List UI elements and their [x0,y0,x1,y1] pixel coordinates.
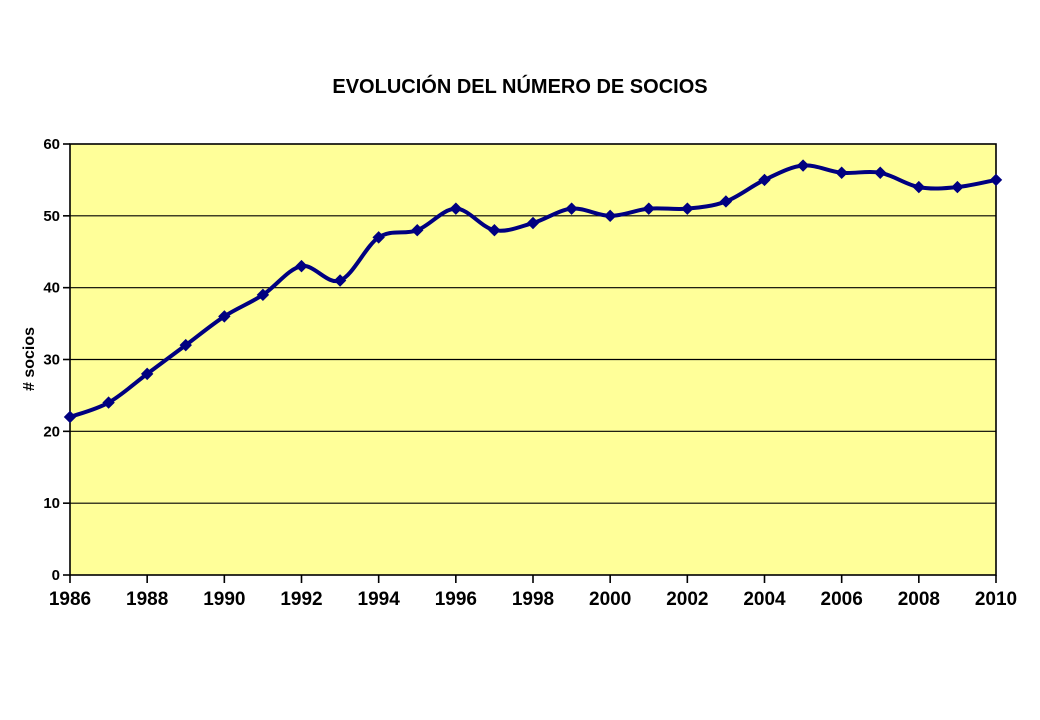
x-tick-label: 2000 [589,589,631,610]
data-point-marker [102,396,115,409]
y-tick-label: 20 [43,423,60,440]
x-tick-label: 1988 [126,589,168,610]
y-tick-label: 0 [52,567,60,584]
x-tick-label: 2008 [898,589,940,610]
y-axis-title: # socios [21,326,38,392]
data-point-marker [874,166,887,179]
x-tick-label: 2010 [975,589,1017,610]
data-point-marker [989,173,1003,187]
data-point-marker [63,410,77,424]
data-point-marker [603,209,617,223]
data-point-marker [372,231,385,244]
x-tick-label: 2002 [666,589,708,610]
x-tick-label: 1986 [49,589,91,610]
data-point-marker [642,202,655,215]
data-point-marker [411,223,424,237]
data-point-marker [912,180,926,194]
data-point-marker [218,310,231,323]
data-point-marker [179,338,192,352]
x-tick-label: 2006 [821,589,863,610]
data-point-marker [951,180,964,194]
data-point-marker [526,216,540,230]
data-point-marker [488,223,501,237]
chart-title: EVOLUCIÓN DEL NÚMERO DE SOCIOS [332,76,708,98]
y-tick-label: 30 [43,352,60,369]
data-point-marker [835,166,848,179]
data-point-marker [449,202,463,215]
data-point-marker [681,202,694,215]
data-point-marker [256,288,270,302]
data-point-marker [295,259,308,273]
x-tick-label: 1992 [280,589,322,610]
data-point-marker [565,202,578,215]
x-tick-label: 1996 [435,589,477,610]
data-point-marker [758,173,771,187]
y-tick-label: 10 [43,495,60,512]
data-point-marker [719,195,733,208]
y-tick-label: 50 [43,208,60,225]
data-point-marker [796,159,810,172]
x-tick-label: 1994 [358,589,401,610]
data-point-marker [140,367,154,381]
x-tick-label: 2004 [743,589,786,610]
data-point-marker [333,274,347,287]
y-tick-label: 40 [43,280,60,297]
y-tick-label: 60 [43,136,60,153]
x-tick-label: 1998 [512,589,554,610]
x-tick-label: 1990 [203,589,245,610]
